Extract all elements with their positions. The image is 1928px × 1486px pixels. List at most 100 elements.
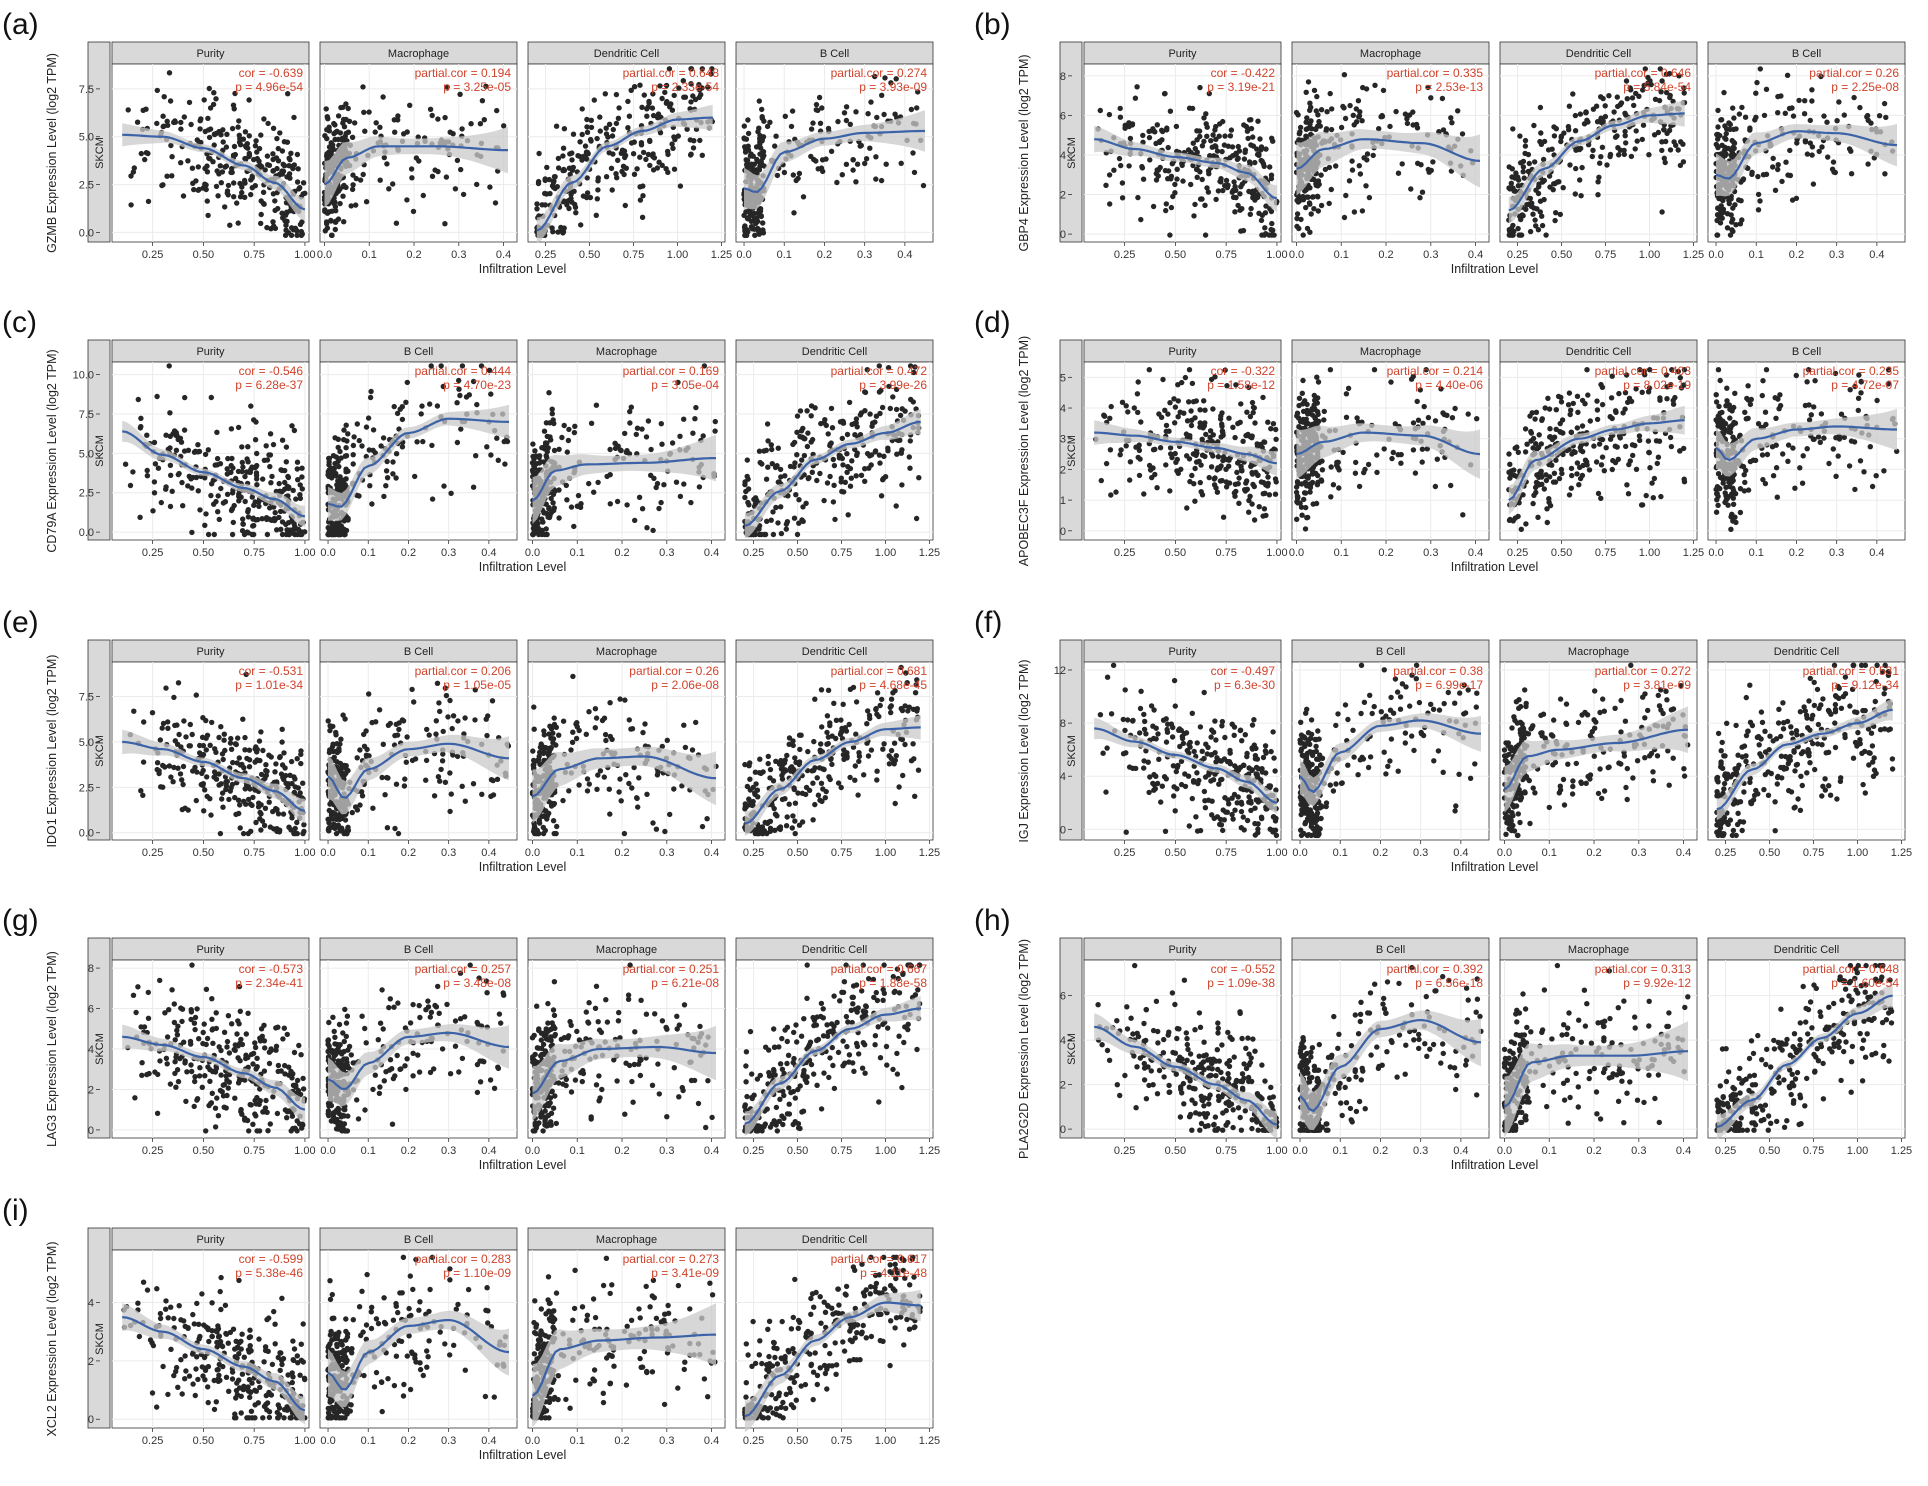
data-point bbox=[182, 394, 188, 401]
data-point bbox=[352, 120, 358, 126]
smooth-trend-line bbox=[536, 116, 713, 232]
data-point bbox=[588, 124, 595, 131]
data-point bbox=[758, 145, 764, 151]
data-point bbox=[1165, 144, 1171, 151]
data-point bbox=[1757, 66, 1763, 72]
data-point bbox=[1270, 421, 1277, 427]
data-point bbox=[1578, 447, 1584, 454]
data-point bbox=[878, 493, 885, 499]
data-point bbox=[171, 119, 177, 126]
data-point bbox=[220, 139, 226, 145]
data-point bbox=[1652, 96, 1659, 103]
x-tick-label: 0.1 bbox=[1334, 547, 1349, 559]
data-point bbox=[1390, 449, 1396, 456]
data-point bbox=[632, 517, 638, 524]
data-point bbox=[560, 145, 567, 151]
data-point bbox=[1715, 107, 1721, 114]
data-point bbox=[350, 442, 357, 449]
data-point bbox=[434, 403, 441, 409]
data-point bbox=[381, 493, 387, 500]
data-point bbox=[650, 527, 656, 534]
data-point bbox=[639, 104, 645, 111]
data-point bbox=[1661, 126, 1667, 133]
stat-eq: = bbox=[1647, 66, 1661, 80]
data-point bbox=[1262, 490, 1268, 496]
data-point bbox=[1263, 146, 1269, 152]
data-point bbox=[1531, 122, 1537, 129]
data-point bbox=[815, 166, 821, 172]
data-point bbox=[285, 91, 291, 97]
data-point bbox=[621, 171, 627, 178]
data-point bbox=[1517, 133, 1523, 139]
y-tick-label: 0 bbox=[1060, 526, 1066, 538]
data-point bbox=[637, 154, 643, 160]
data-point bbox=[165, 122, 171, 128]
data-point bbox=[1307, 489, 1313, 495]
data-point bbox=[181, 427, 188, 433]
data-point bbox=[1319, 467, 1326, 473]
stat-value: 0.444 bbox=[481, 364, 511, 378]
facet-title: Macrophage bbox=[388, 48, 449, 60]
data-point bbox=[536, 453, 543, 459]
x-tick-label: 0.4 bbox=[704, 547, 719, 559]
data-point bbox=[412, 473, 418, 480]
data-point bbox=[705, 84, 711, 90]
data-point bbox=[1228, 127, 1235, 133]
data-point bbox=[1210, 453, 1216, 459]
data-point bbox=[343, 130, 349, 137]
data-point bbox=[322, 207, 328, 213]
data-point bbox=[1273, 479, 1279, 485]
data-point bbox=[588, 420, 595, 426]
data-point bbox=[1572, 128, 1579, 134]
data-point bbox=[1421, 403, 1427, 410]
stat-value: 0.335 bbox=[1453, 66, 1483, 80]
data-point bbox=[242, 143, 249, 149]
data-point bbox=[154, 393, 160, 400]
p-value: 5.84e-54 bbox=[1644, 80, 1692, 94]
data-point bbox=[1584, 367, 1590, 373]
data-point bbox=[1398, 460, 1404, 466]
data-point bbox=[773, 504, 779, 511]
data-point bbox=[1448, 115, 1454, 121]
data-point bbox=[1754, 79, 1760, 86]
data-point bbox=[1535, 514, 1541, 520]
x-tick-label: 0.75 bbox=[243, 249, 264, 261]
data-point bbox=[1207, 428, 1214, 434]
data-point bbox=[1266, 232, 1272, 238]
data-point bbox=[752, 169, 758, 175]
data-point bbox=[547, 190, 553, 197]
stat-value: -0.546 bbox=[269, 364, 303, 378]
data-point bbox=[393, 475, 399, 481]
p-label: p = bbox=[859, 378, 879, 392]
data-point bbox=[1787, 147, 1793, 154]
data-point bbox=[1127, 135, 1134, 142]
data-point bbox=[210, 159, 216, 165]
data-point bbox=[350, 452, 356, 458]
data-point bbox=[746, 502, 752, 508]
data-point bbox=[1747, 125, 1753, 131]
data-point bbox=[343, 445, 349, 451]
data-point bbox=[800, 504, 806, 510]
data-point bbox=[1223, 177, 1230, 184]
data-point bbox=[1511, 472, 1518, 479]
data-point bbox=[898, 160, 904, 166]
data-point bbox=[1623, 140, 1629, 146]
data-point bbox=[269, 473, 275, 480]
data-point bbox=[1244, 409, 1250, 415]
data-point bbox=[887, 405, 893, 412]
data-point bbox=[1757, 198, 1763, 204]
data-point bbox=[690, 430, 696, 436]
data-point bbox=[1594, 416, 1601, 423]
data-point bbox=[1655, 129, 1662, 136]
data-point bbox=[1535, 190, 1542, 197]
data-point bbox=[1809, 152, 1815, 158]
data-point bbox=[447, 129, 453, 135]
data-point bbox=[291, 114, 297, 121]
data-point bbox=[501, 123, 507, 129]
data-point bbox=[1353, 106, 1359, 112]
data-point bbox=[801, 452, 808, 459]
data-point bbox=[128, 202, 134, 208]
data-point bbox=[252, 143, 259, 149]
data-point bbox=[655, 115, 661, 121]
data-point bbox=[1157, 445, 1164, 451]
